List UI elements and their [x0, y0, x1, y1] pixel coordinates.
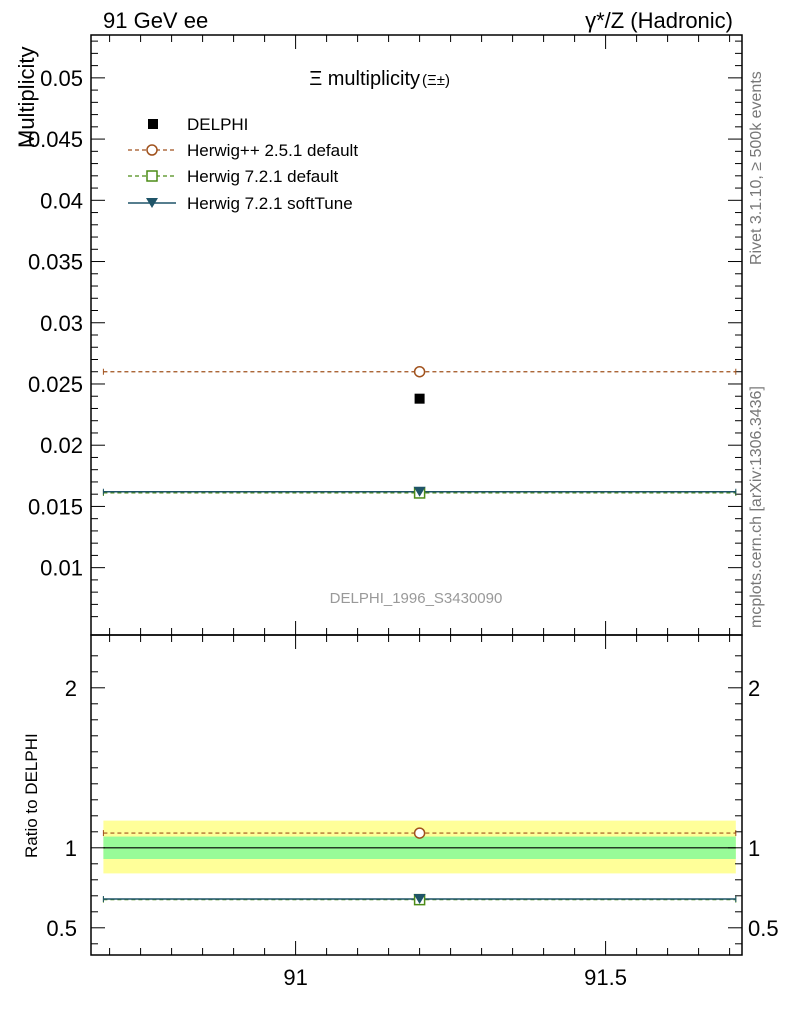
legend-herwig721-default-marker	[146, 170, 158, 182]
main-y-tick-label: 0.045	[28, 127, 83, 152]
legend-entry-herwig721-softtune: Herwig 7.2.1 softTune	[128, 194, 353, 213]
mcplots-credit-text: mcplots.cern.ch [arXiv:1306.3436]	[748, 386, 765, 628]
ratio-y-tick-label-right: 0.5	[748, 916, 779, 941]
legend-delphi-marker	[148, 119, 158, 129]
main-series-marker-3	[413, 486, 426, 497]
main-y-tick-label: 0.02	[40, 433, 83, 458]
ratio-y-tick-label-right: 1	[748, 836, 760, 861]
ratio-y-tick-label: 0.5	[46, 916, 77, 941]
analysis-watermark: DELPHI_1996_S3430090	[330, 590, 503, 607]
header-right: γ*/Z (Hadronic)	[585, 8, 733, 33]
ratio-y-tick-label-right: 2	[748, 676, 760, 701]
legend-entry-herwigpp-251: Herwig++ 2.5.1 default	[128, 141, 358, 160]
legend: DELPHI Herwig++ 2.5.1 default Herwig 7.2…	[128, 115, 358, 213]
legend-entry-herwig721-default: Herwig 7.2.1 default	[128, 167, 338, 186]
main-y-tick-label: 0.03	[40, 311, 83, 336]
ratio-series-marker-2	[413, 894, 426, 904]
main-series-marker-1	[413, 365, 426, 378]
legend-herwigpp-label: Herwig++ 2.5.1 default	[187, 141, 358, 160]
x-tick-label: 91	[283, 965, 307, 990]
main-title-suffix: (Ξ±)	[422, 72, 450, 89]
main-series-marker-0	[414, 393, 425, 404]
main-y-tick-label: 0.01	[40, 556, 83, 581]
main-y-tick-label: 0.05	[40, 66, 83, 91]
ratio-y-axis-label: Ratio to DELPHI	[22, 733, 41, 858]
legend-entry-delphi: DELPHI	[148, 115, 248, 134]
legend-herwig721-default-label: Herwig 7.2.1 default	[187, 167, 338, 186]
ratio-frame	[90, 634, 743, 956]
main-y-tick-label: 0.015	[28, 494, 83, 519]
ratio-series-marker-0	[413, 827, 426, 839]
rivet-version-text: Rivet 3.1.10, ≥ 500k events	[748, 71, 765, 265]
main-panel: Ξ multiplicity (Ξ±) Multiplicity DELPHI_…	[14, 34, 743, 636]
ratio-panel: Ratio to DELPHI 0.5 0.5 1 1 2 2 91 91.5	[22, 634, 779, 990]
ratio-y-tick-label: 1	[65, 836, 77, 861]
x-tick-label: 91.5	[584, 965, 627, 990]
main-title: Ξ multiplicity	[309, 68, 420, 90]
main-y-tick-label: 0.04	[40, 188, 83, 213]
main-y-axis-label: Multiplicity	[14, 47, 39, 148]
ratio-y-tick-label: 2	[65, 676, 77, 701]
legend-delphi-label: DELPHI	[187, 115, 248, 134]
main-y-tick-label: 0.025	[28, 372, 83, 397]
header-left: 91 GeV ee	[103, 8, 208, 33]
main-y-tick-label: 0.035	[28, 250, 83, 275]
legend-herwig721-softtune-marker	[146, 198, 158, 208]
legend-herwigpp-marker	[146, 144, 158, 156]
legend-herwig721-softtune-label: Herwig 7.2.1 softTune	[187, 194, 353, 213]
